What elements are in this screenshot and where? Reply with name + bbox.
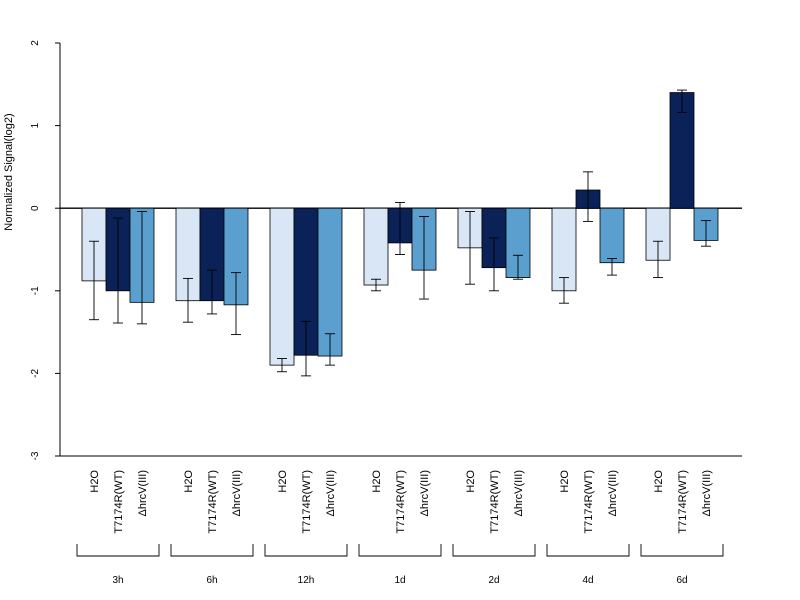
category-label: ΔhrcV(III) [513,470,525,516]
group-label: 6d [676,575,687,586]
group-label: 4d [582,575,593,586]
y-tick-label: -3 [30,451,41,460]
group-bracket [76,544,160,557]
y-tick-label: 2 [30,40,41,46]
category-label: H2O [653,470,665,493]
y-tick-label: 1 [30,122,41,128]
group-label: 1d [394,575,405,586]
bar [599,207,625,264]
y-axis-title: Normalized Signal(log2) [3,113,15,230]
bar-layer [81,89,719,377]
group-bracket [452,544,536,557]
category-label: T7174R(WT) [207,470,219,534]
group-label: 12h [298,575,315,586]
group-bracket [170,544,254,557]
group-label: 6h [206,575,217,586]
category-label: H2O [559,470,571,493]
group-bracket [640,544,724,557]
group-bracket [358,544,442,557]
y-tick-label: -2 [30,369,41,378]
category-label: H2O [89,470,101,493]
group-bracket [264,544,348,557]
category-label: H2O [183,470,195,493]
label-layer: H2O T7174R(WT) ΔhrcV(III) 3h H2O T7174R(WT) Δh… [76,470,724,586]
group-bracket [546,544,630,557]
category-label: T7174R(WT) [489,470,501,534]
y-tick-label: 0 [30,205,41,211]
category-label: ΔhrcV(III) [137,470,149,516]
category-label: T7174R(WT) [677,470,689,534]
bar [269,207,295,366]
y-tick-label: -1 [30,286,41,295]
category-label: T7174R(WT) [301,470,313,534]
category-label: ΔhrcV(III) [701,470,713,516]
bar [317,207,343,357]
category-label: H2O [371,470,383,493]
group-label: 2d [488,575,499,586]
category-label: H2O [277,470,289,493]
category-label: ΔhrcV(III) [419,470,431,516]
group-label: 3h [112,575,123,586]
category-label: ΔhrcV(III) [607,470,619,516]
category-label: T7174R(WT) [583,470,595,534]
bar [551,207,577,292]
category-label: H2O [465,470,477,493]
category-label: T7174R(WT) [395,470,407,534]
category-label: ΔhrcV(III) [231,470,243,516]
category-label: T7174R(WT) [113,470,125,534]
bar [363,207,389,286]
category-label: ΔhrcV(III) [325,470,337,516]
